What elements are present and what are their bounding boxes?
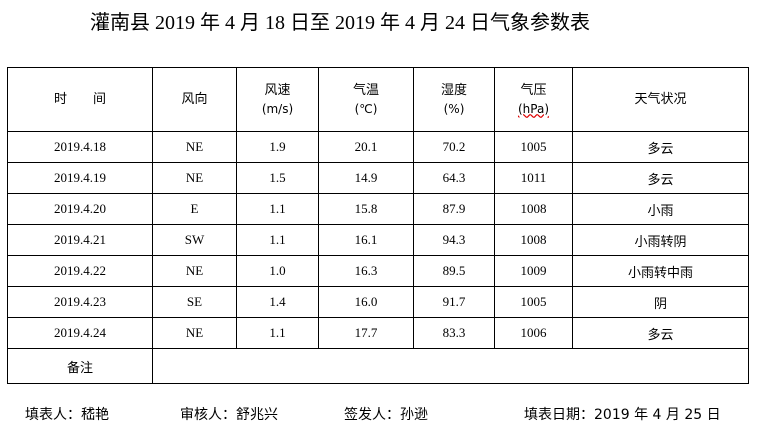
cell-dir: NE	[152, 162, 237, 194]
cell-dir: SW	[152, 224, 237, 256]
cell-speed: 1.1	[236, 224, 319, 256]
cell-pres: 1011	[494, 162, 573, 194]
cell-speed: 1.1	[236, 193, 319, 225]
cell-hum: 83.3	[413, 317, 495, 349]
cell-temp: 20.1	[318, 131, 414, 163]
unit: (m/s)	[261, 101, 294, 116]
header-time: 时 间	[7, 67, 153, 132]
cell-date: 2019.4.19	[7, 162, 153, 194]
cell-temp: 16.1	[318, 224, 414, 256]
table-row: 2019.4.20 E 1.1 15.8 87.9 1008 小雨	[7, 193, 749, 225]
cell-dir: NE	[152, 131, 237, 163]
cell-pres: 1008	[494, 193, 573, 225]
cell-pres: 1005	[494, 286, 573, 318]
cell-hum: 91.7	[413, 286, 495, 318]
cell-weather: 小雨	[572, 193, 749, 225]
cell-pres: 1009	[494, 255, 573, 287]
label: 湿度	[440, 82, 467, 98]
remark-row: 备注	[7, 348, 749, 384]
cell-speed: 1.5	[236, 162, 319, 194]
cell-dir: E	[152, 193, 237, 225]
table-row: 2019.4.22 NE 1.0 16.3 89.5 1009 小雨转中雨	[7, 255, 749, 287]
label: 气压	[520, 82, 547, 98]
cell-date: 2019.4.23	[7, 286, 153, 318]
unit: (℃)	[354, 101, 378, 116]
reviewer: 审核人：舒兆兴	[180, 407, 278, 423]
cell-temp: 16.0	[318, 286, 414, 318]
cell-speed: 1.1	[236, 317, 319, 349]
fill-date: 填表日期：2019 年 4 月 25 日	[524, 407, 721, 423]
cell-date: 2019.4.18	[7, 131, 153, 163]
header-wind-dir: 风向	[152, 67, 237, 132]
cell-speed: 1.0	[236, 255, 319, 287]
label: 风速	[264, 82, 291, 98]
cell-pres: 1006	[494, 317, 573, 349]
cell-weather: 多云	[572, 162, 749, 194]
cell-hum: 94.3	[413, 224, 495, 256]
label: 气温	[352, 82, 379, 98]
cell-temp: 17.7	[318, 317, 414, 349]
unit: (%)	[443, 101, 465, 116]
table-row: 2019.4.24 NE 1.1 17.7 83.3 1006 多云	[7, 317, 749, 349]
header-pressure: 气压 (hPa)	[494, 67, 573, 132]
remark-label: 备注	[7, 348, 153, 384]
cell-weather: 多云	[572, 131, 749, 163]
header-temp: 气温 (℃)	[318, 67, 414, 132]
table-row: 2019.4.21 SW 1.1 16.1 94.3 1008 小雨转阴	[7, 224, 749, 256]
issuer: 签发人：孙逊	[344, 407, 428, 423]
cell-dir: NE	[152, 255, 237, 287]
header-row: 时 间 风向 风速 (m/s) 气温 (℃) 湿度 (%) 气压 (hPa) 天气状况	[7, 67, 749, 132]
cell-date: 2019.4.21	[7, 224, 153, 256]
header-wind-speed: 风速 (m/s)	[236, 67, 319, 132]
filler: 填表人：嵇艳	[25, 407, 109, 423]
table-row: 2019.4.19 NE 1.5 14.9 64.3 1011 多云	[7, 162, 749, 194]
weather-table: 时 间 风向 风速 (m/s) 气温 (℃) 湿度 (%) 气压 (hPa) 天气状况 …	[7, 67, 749, 384]
page-title: 灌南县 2019 年 4 月 18 日至 2019 年 4 月 24 日气象参数…	[90, 12, 590, 34]
cell-pres: 1005	[494, 131, 573, 163]
cell-pres: 1008	[494, 224, 573, 256]
cell-speed: 1.9	[236, 131, 319, 163]
cell-hum: 64.3	[413, 162, 495, 194]
cell-date: 2019.4.22	[7, 255, 153, 287]
remark-value	[152, 348, 749, 384]
cell-temp: 14.9	[318, 162, 414, 194]
cell-temp: 15.8	[318, 193, 414, 225]
cell-weather: 小雨转阴	[572, 224, 749, 256]
cell-weather: 多云	[572, 317, 749, 349]
cell-temp: 16.3	[318, 255, 414, 287]
cell-hum: 89.5	[413, 255, 495, 287]
cell-weather: 小雨转中雨	[572, 255, 749, 287]
cell-speed: 1.4	[236, 286, 319, 318]
table-row: 2019.4.18 NE 1.9 20.1 70.2 1005 多云	[7, 131, 749, 163]
header-humidity: 湿度 (%)	[413, 67, 495, 132]
table-row: 2019.4.23 SE 1.4 16.0 91.7 1005 阴	[7, 286, 749, 318]
cell-dir: SE	[152, 286, 237, 318]
cell-date: 2019.4.24	[7, 317, 153, 349]
cell-weather: 阴	[572, 286, 749, 318]
unit: (hPa)	[517, 101, 550, 116]
cell-hum: 70.2	[413, 131, 495, 163]
cell-hum: 87.9	[413, 193, 495, 225]
header-weather: 天气状况	[572, 67, 749, 132]
cell-date: 2019.4.20	[7, 193, 153, 225]
cell-dir: NE	[152, 317, 237, 349]
